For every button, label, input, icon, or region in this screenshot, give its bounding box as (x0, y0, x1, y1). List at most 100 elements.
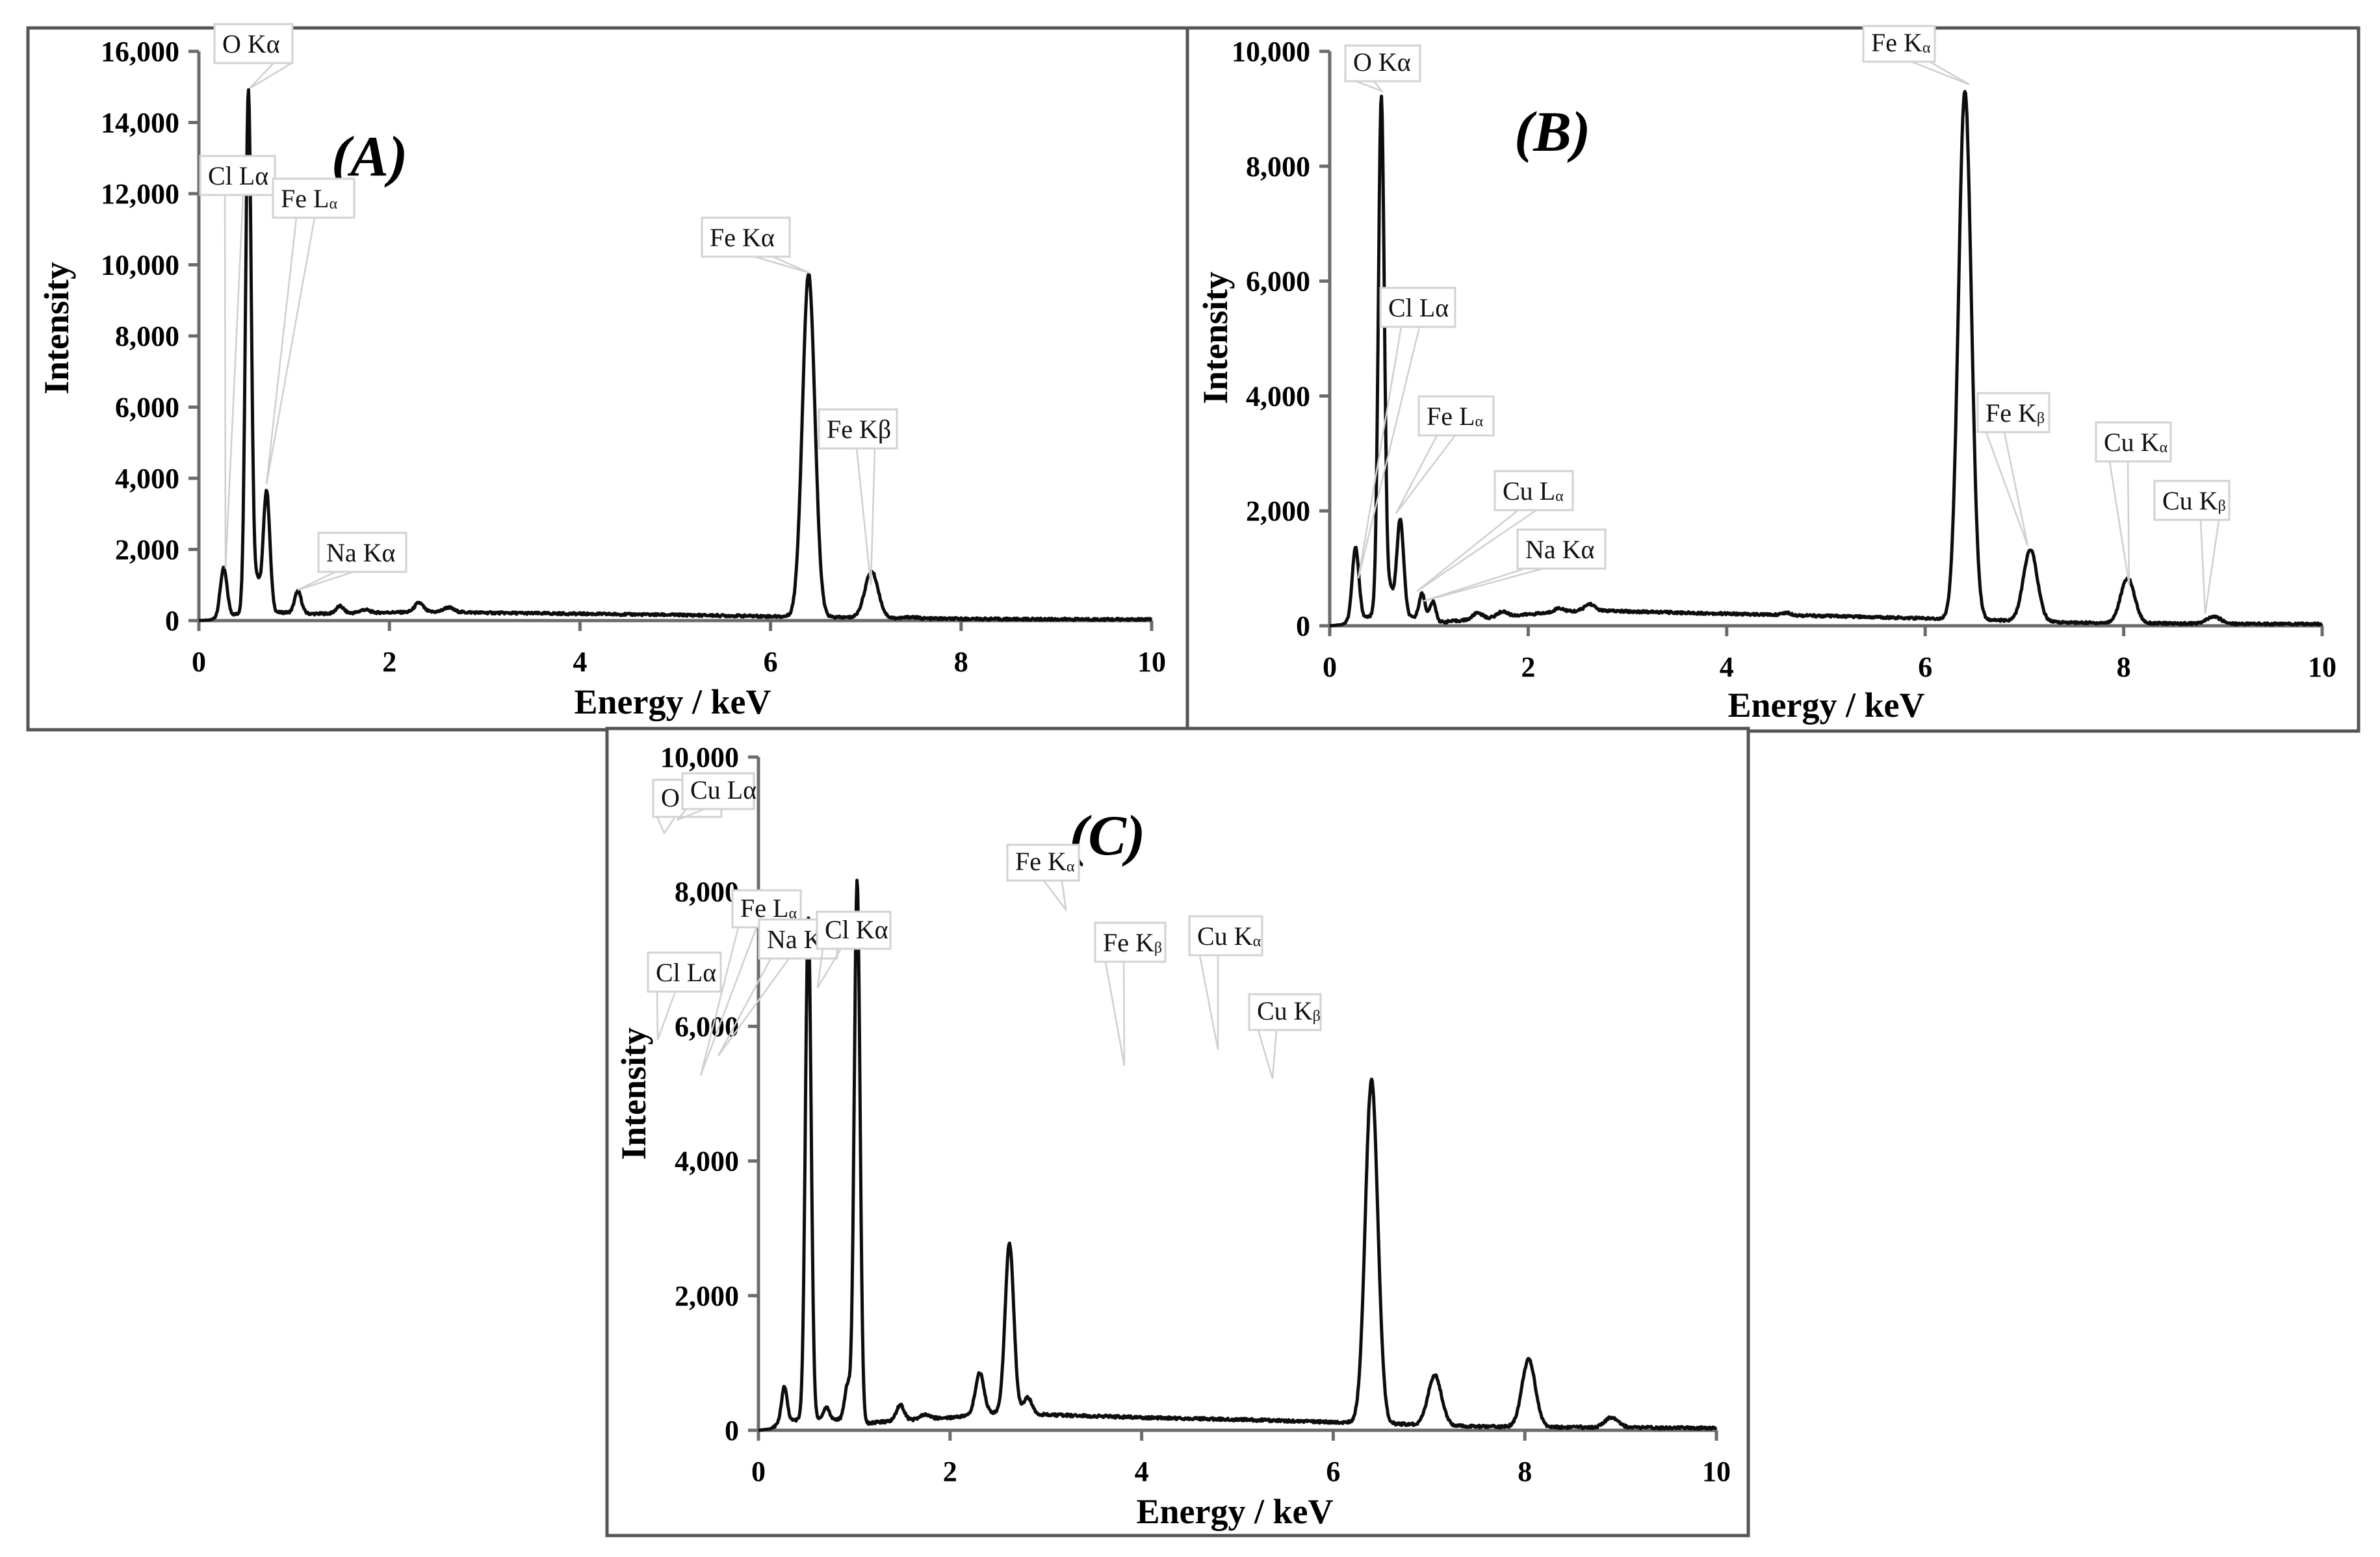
peak-callout: Fe Kα (1006, 843, 1080, 913)
peak-callout: Fe Kα (1862, 25, 1970, 86)
spectrum-line (1328, 90, 2323, 628)
y-tick-label: 4,000 (1246, 380, 1310, 412)
x-tick-label: 0 (192, 646, 206, 678)
callout-label: Cl Kα (825, 915, 888, 944)
y-tick-label: 10,000 (1232, 36, 1310, 68)
x-tick-label: 6 (1326, 1456, 1340, 1487)
x-axis-title: Energy / keV (1137, 1492, 1334, 1531)
y-tick-label: 8,000 (115, 320, 179, 352)
callout-label: Fe Kβ (1985, 398, 2045, 428)
callout-label: Cu Lα (690, 775, 757, 804)
x-tick-label: 10 (2308, 651, 2336, 683)
y-tick-label: 8,000 (675, 876, 739, 908)
callout-label: Na Kα (1525, 535, 1595, 564)
peak-callout: Fe Lα (1395, 395, 1495, 514)
y-tick-label: 14,000 (101, 107, 179, 139)
y-tick-label: 6,000 (1246, 266, 1310, 298)
panel-label: (C) (1069, 804, 1145, 868)
peak-callout: Fe Kβ (1094, 921, 1167, 1066)
peak-callout: Cu Kβ (2153, 480, 2231, 615)
x-tick-label: 2 (382, 646, 396, 678)
x-tick-label: 8 (954, 646, 968, 678)
callout-label: Fe Lα (281, 184, 337, 213)
peak-callout: Fe Kα (701, 216, 810, 274)
callout-label: Fe Kα (1871, 28, 1931, 57)
y-tick-label: 2,000 (675, 1280, 739, 1312)
y-tick-label: 0 (165, 605, 179, 637)
x-tick-label: 8 (1518, 1456, 1532, 1487)
y-tick-label: 6,000 (675, 1010, 739, 1042)
peak-callout: Cu Kα (2095, 421, 2172, 585)
y-tick-label: 4,000 (115, 463, 179, 495)
x-tick-label: 10 (1702, 1456, 1731, 1487)
panel-label: (B) (1514, 101, 1590, 164)
y-axis-title: Intensity (37, 262, 76, 394)
peak-callout: Fe Kβ (818, 408, 898, 585)
callout-label: Fe Lα (1427, 402, 1483, 431)
peak-callout: Fe Lα (265, 177, 356, 485)
callout-label: Cu Kα (1197, 921, 1261, 951)
callout-label: Cl Lα (1388, 293, 1449, 322)
x-tick-label: 10 (1137, 646, 1166, 678)
x-axis-title: Energy / keV (575, 682, 771, 721)
spectrum-line (198, 88, 1153, 623)
peak-callout: Cu Lα (677, 772, 757, 821)
y-tick-label: 8,000 (1246, 151, 1310, 183)
x-axis-title: Energy / keV (1728, 686, 1925, 725)
x-tick-label: 4 (1135, 1456, 1149, 1487)
callout-label: Fe Kβ (827, 415, 891, 444)
x-tick-label: 2 (943, 1456, 957, 1487)
callout-label: Na Kα (326, 538, 396, 567)
callout-label: Cu Lα (1503, 476, 1564, 506)
y-tick-label: 6,000 (115, 392, 179, 424)
callout-label: O Kα (222, 29, 280, 58)
callout-label: O Kα (1353, 47, 1411, 77)
callout-label: Fe Kα (710, 223, 775, 252)
axes: 0 2,000 4,000 6,000 8,000 10,000 0 2 4 6 8 10 (660, 741, 1731, 1487)
y-tick-label: 4,000 (675, 1146, 739, 1177)
y-tick-label: 10,000 (660, 741, 739, 773)
peak-callout: Cu Kα (1188, 915, 1263, 1050)
peak-callout: Cl Lα (647, 951, 722, 1040)
y-tick-label: 12,000 (101, 178, 179, 210)
x-tick-label: 6 (1918, 651, 1932, 683)
peak-callout: Cl Lα (1357, 287, 1456, 579)
peak-callout: O Kα (1344, 44, 1421, 93)
y-axis-title: Intensity (1196, 272, 1235, 404)
y-tick-label: 2,000 (1246, 495, 1310, 527)
x-tick-label: 4 (573, 646, 587, 678)
axes: 0 2,000 4,000 6,000 8,000 10,000 12,000 14,000 1… (101, 36, 1166, 678)
peak-callout: Na Kα (297, 532, 407, 591)
callout-label: Fe Kβ (1103, 928, 1162, 957)
peak-callout: Na Kα (1423, 528, 1607, 602)
peak-callout: Cl Lα (199, 155, 276, 569)
x-tick-label: 6 (764, 646, 778, 678)
callout-label: Cl Lα (208, 161, 268, 190)
callout-label: Fe Kα (1015, 847, 1075, 876)
callout-label: Cl Lα (656, 958, 716, 987)
y-tick-label: 2,000 (115, 534, 179, 566)
callout-label: Cu Kβ (2162, 486, 2226, 515)
x-tick-label: 4 (1720, 651, 1734, 683)
x-tick-label: 2 (1521, 651, 1535, 683)
x-tick-label: 8 (2117, 651, 2131, 683)
peak-callout: Cu Lα (1416, 470, 1574, 593)
callout-label: Cu Kα (2104, 428, 2168, 457)
y-tick-label: 16,000 (101, 36, 179, 68)
y-tick-label: 0 (725, 1415, 739, 1447)
peak-callout: Cl Kα (816, 910, 892, 988)
panel-frame (605, 727, 1750, 1538)
axes: 0 2,000 4,000 6,000 8,000 10,000 0 2 4 6 8 10 (1232, 36, 2336, 683)
peak-callout: O Kα (213, 23, 294, 90)
y-tick-label: 10,000 (101, 250, 179, 281)
y-tick-label: 0 (1296, 610, 1310, 642)
x-tick-label: 0 (751, 1456, 766, 1487)
callout-label: Cu Kβ (1257, 996, 1321, 1025)
peak-callout: Fe Kβ (1976, 392, 2050, 547)
